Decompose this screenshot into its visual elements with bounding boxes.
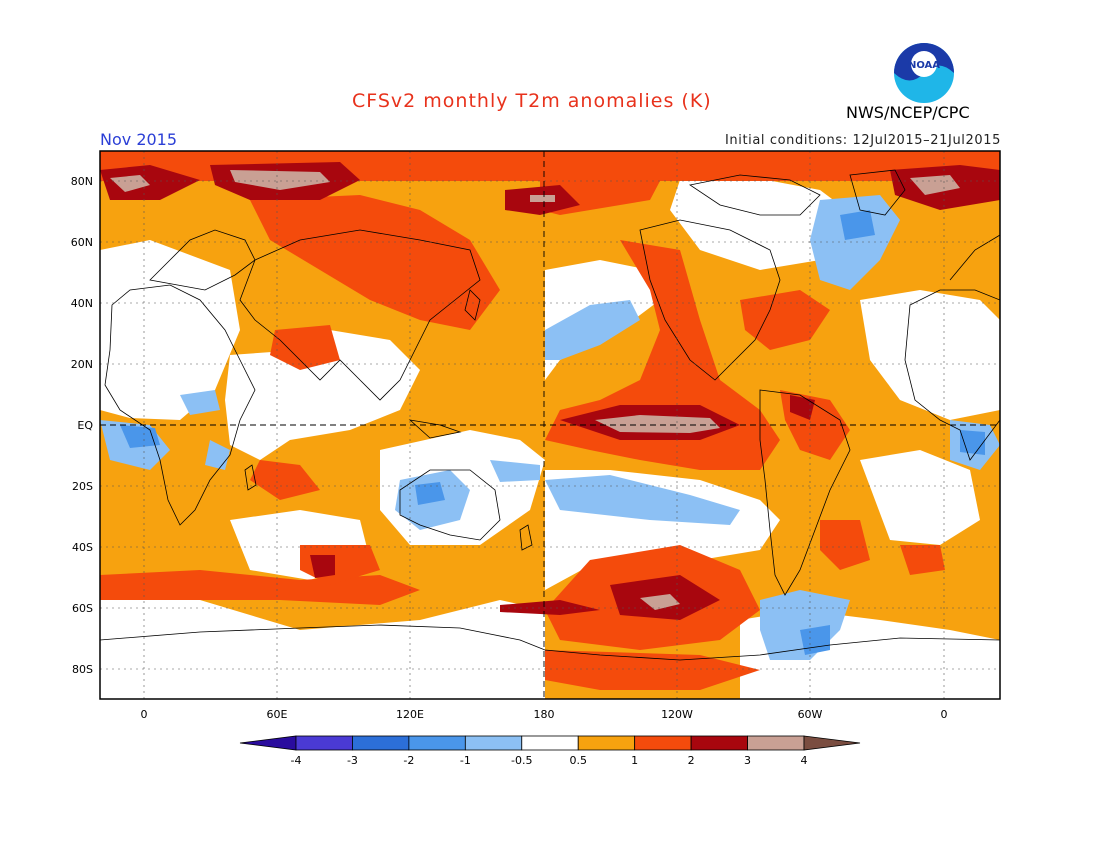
colorbar-label: 4 <box>801 754 808 767</box>
colorbar-swatch <box>803 735 861 751</box>
lon-label: 180 <box>534 708 555 721</box>
initial-conditions: Initial conditions: 12Jul2015–21Jul2015 <box>724 133 1001 148</box>
colorbar-swatch <box>747 735 805 751</box>
colorbar-label: -4 <box>291 754 302 767</box>
colorbar-label: -2 <box>403 754 414 767</box>
colorbar-swatch <box>239 735 297 751</box>
colorbar-swatch <box>408 735 466 751</box>
lon-label: 0 <box>941 708 948 721</box>
lon-label: 0 <box>141 708 148 721</box>
colorbar-swatch <box>521 735 579 751</box>
lat-label: 20N <box>71 358 93 371</box>
lon-label: 120E <box>396 708 424 721</box>
lon-label: 120W <box>661 708 693 721</box>
lat-label: 60N <box>71 236 93 249</box>
lat-label: 40N <box>71 297 93 310</box>
colorbar-label: -1 <box>460 754 471 767</box>
agency-label: NWS/NCEP/CPC <box>846 103 970 122</box>
colorbar-swatch <box>464 735 523 751</box>
chart-title: CFSv2 monthly T2m anomalies (K) <box>352 90 712 112</box>
colorbar-swatch <box>577 735 636 751</box>
lon-label: 60W <box>798 708 823 721</box>
colorbar-swatch <box>634 735 692 751</box>
colorbar-swatch <box>295 735 353 751</box>
colorbar-label: 1 <box>631 754 638 767</box>
month-label: Nov 2015 <box>100 130 178 149</box>
lon-label: 60E <box>267 708 288 721</box>
colorbar-label: 3 <box>744 754 751 767</box>
lat-label: EQ <box>77 419 93 432</box>
colorbar-label: -3 <box>347 754 358 767</box>
colorbar-label: 0.5 <box>569 754 587 767</box>
lat-label: 60S <box>72 602 93 615</box>
colorbar-label: -0.5 <box>511 754 532 767</box>
lat-label: 20S <box>72 480 93 493</box>
colorbar-swatch <box>352 735 410 751</box>
colorbar-swatch <box>690 735 748 751</box>
noaa-logo: NOAA <box>894 43 954 103</box>
lat-label: 40S <box>72 541 93 554</box>
lat-label: 80S <box>72 663 93 676</box>
colorbar-label: 2 <box>688 754 695 767</box>
lat-label: 80N <box>71 175 93 188</box>
svg-text:NOAA: NOAA <box>908 60 940 71</box>
